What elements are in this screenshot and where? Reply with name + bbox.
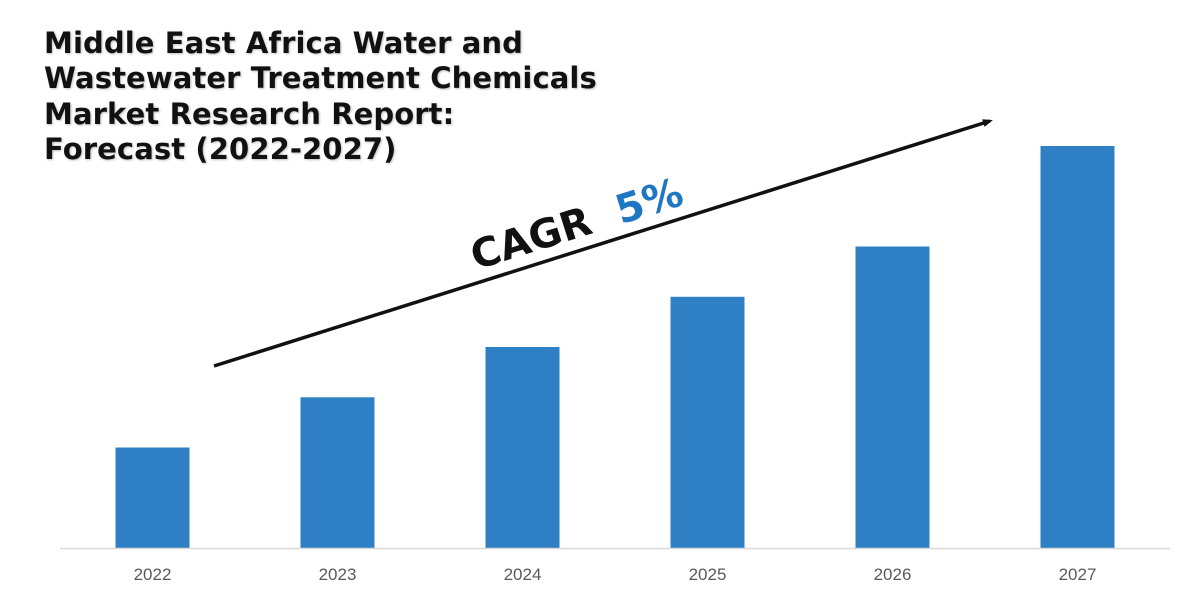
x-tick-label-2024: 2024	[504, 565, 542, 584]
x-tick-label-2023: 2023	[319, 565, 357, 584]
cagr-annotation: CAGR 5%	[465, 170, 688, 280]
bar-2026	[855, 246, 930, 548]
bar-2023	[300, 397, 375, 549]
x-tick-labels: 2022 2023 2024 2025 2026 2027	[134, 565, 1097, 584]
bar-2025	[670, 296, 745, 549]
trend-arrow	[213, 119, 993, 368]
bars-group	[115, 146, 1115, 549]
x-tick-label-2027: 2027	[1059, 565, 1097, 584]
cagr-value: 5%	[610, 170, 689, 234]
x-tick-label-2022: 2022	[134, 565, 172, 584]
x-tick-label-2025: 2025	[689, 565, 727, 584]
bar-2022	[115, 447, 190, 548]
x-tick-label-2026: 2026	[874, 565, 912, 584]
bar-2027	[1040, 146, 1115, 548]
chart-title: Middle East Africa Water and Wastewater …	[44, 26, 597, 167]
bar-2024	[485, 347, 560, 548]
